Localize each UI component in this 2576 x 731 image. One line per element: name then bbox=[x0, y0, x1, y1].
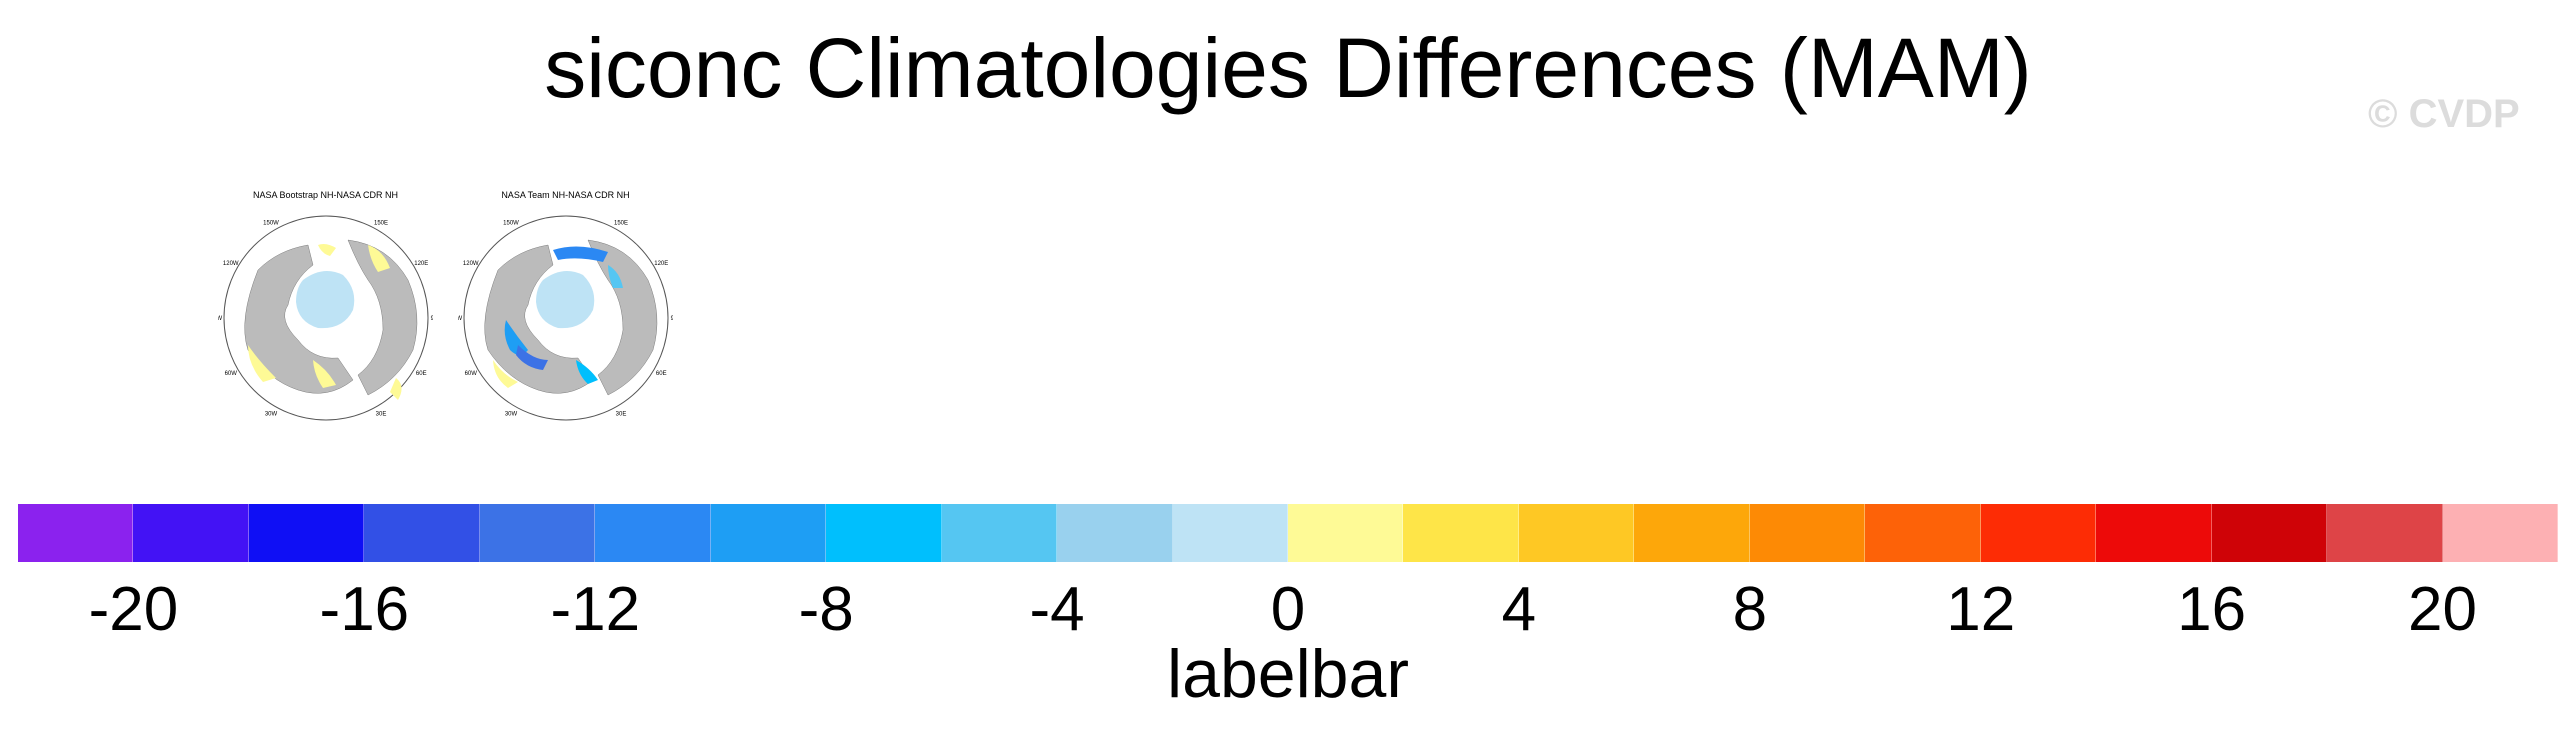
longitude-label: 150E bbox=[374, 221, 388, 227]
labelbar-color-box bbox=[595, 504, 711, 562]
labelbar-tick-label: 0 bbox=[1270, 575, 1306, 644]
longitude-label: 90W bbox=[458, 316, 463, 322]
longitude-label: 30E bbox=[376, 411, 387, 417]
chart-title: siconc Climatologies Differences (MAM) bbox=[544, 21, 2032, 115]
longitude-label: 60E bbox=[416, 371, 427, 377]
labelbar-color-box bbox=[1634, 504, 1750, 562]
labelbar-color-box bbox=[941, 504, 1058, 562]
labelbar-color-box bbox=[2096, 504, 2212, 562]
labelbar-color-box bbox=[1865, 504, 1981, 562]
labelbar-color-box bbox=[248, 504, 365, 562]
longitude-label: 90E bbox=[671, 316, 673, 322]
labelbar-color-box bbox=[18, 504, 134, 562]
longitude-label: 30W bbox=[505, 411, 518, 417]
labelbar-color-box bbox=[2211, 504, 2328, 562]
labelbar-tick-label: -4 bbox=[1029, 575, 1085, 644]
longitude-label: 180 bbox=[561, 210, 572, 212]
polar-map: 180150E120E90E60E30E030W60W90W120W150W bbox=[218, 210, 433, 421]
labelbar-color-box bbox=[1403, 504, 1519, 562]
longitude-label: 90W bbox=[218, 316, 223, 322]
longitude-label: 150W bbox=[503, 221, 519, 227]
labelbar-color-box bbox=[364, 504, 480, 562]
longitude-label: 60W bbox=[465, 371, 478, 377]
labelbar-tick-label: 20 bbox=[2408, 575, 2478, 644]
map-panel-team: NASA Team NH-NASA CDR NH 180 150E 120E 90E 6… bbox=[458, 190, 673, 430]
longitude-label: 150E bbox=[614, 221, 628, 227]
labelbar-color-box bbox=[1057, 504, 1173, 562]
labelbar-ticks: -20 -16 -12 -8 -4 0 4 8 12 16 20 bbox=[0, 575, 2576, 645]
labelbar-color-box bbox=[1172, 504, 1288, 562]
longitude-label: 60W bbox=[225, 371, 238, 377]
map-panel-bootstrap: NASA Bootstrap NH-NASA CDR NH 180 150E 120… bbox=[218, 190, 433, 430]
longitude-label: 120W bbox=[463, 261, 479, 267]
labelbar-color-box bbox=[826, 504, 942, 562]
labelbar-color-box bbox=[2327, 504, 2443, 562]
labelbar-color-box bbox=[1980, 504, 2097, 562]
labelbar-tick-label: -16 bbox=[319, 575, 410, 644]
longitude-label: 30W bbox=[265, 411, 278, 417]
longitude-label: 120E bbox=[414, 261, 428, 267]
labelbar-color-box bbox=[479, 504, 596, 562]
longitude-label: 90E bbox=[431, 316, 433, 322]
longitude-label: 180 bbox=[321, 210, 332, 212]
labelbar-color-box bbox=[133, 504, 249, 562]
labelbar-tick-label: -12 bbox=[550, 575, 641, 644]
cvdp-copyright: © CVDP bbox=[2368, 92, 2520, 136]
labelbar-tick-label: -8 bbox=[798, 575, 854, 644]
panel-caption: NASA Team NH-NASA CDR NH bbox=[501, 190, 630, 200]
longitude-label: 120W bbox=[223, 261, 239, 267]
polar-map: 180150E120E90E60E30E030W60W90W120W150W bbox=[458, 210, 673, 421]
labelbar-color-box bbox=[2442, 504, 2558, 562]
labelbar-tick-label: 4 bbox=[1501, 575, 1537, 644]
longitude-label: 150W bbox=[263, 221, 279, 227]
labelbar-color-box bbox=[1518, 504, 1635, 562]
labelbar-tick-label: -20 bbox=[88, 575, 179, 644]
longitude-label: 30E bbox=[616, 411, 627, 417]
panel-caption: NASA Bootstrap NH-NASA CDR NH bbox=[252, 190, 399, 200]
labelbar-color-box bbox=[1749, 504, 1866, 562]
color-labelbar bbox=[18, 504, 2558, 562]
labelbar-label: labelbar bbox=[1167, 636, 1409, 712]
longitude-label: 60E bbox=[656, 371, 667, 377]
labelbar-color-box bbox=[710, 504, 827, 562]
labelbar-tick-label: 16 bbox=[2177, 575, 2247, 644]
labelbar-tick-label: 12 bbox=[1946, 575, 2016, 644]
labelbar-color-box bbox=[1287, 504, 1404, 562]
longitude-label: 120E bbox=[654, 261, 668, 267]
labelbar-tick-label: 8 bbox=[1732, 575, 1768, 644]
